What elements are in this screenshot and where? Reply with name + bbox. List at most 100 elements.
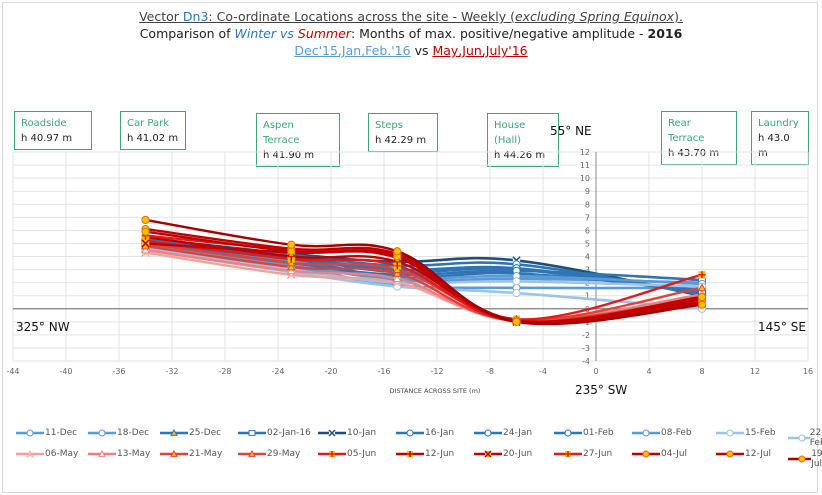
location-height: h 41.90 m	[263, 150, 315, 161]
legend-item-11-dec[interactable]: 11-Dec	[15, 428, 77, 438]
series-line-19-jul[interactable]	[144, 218, 704, 326]
y-tick-label: 1	[585, 292, 590, 301]
y-tick-label: 5	[585, 239, 590, 248]
legend-item-06-may[interactable]: 06-May	[15, 449, 78, 459]
y-tick-label: 4	[585, 253, 590, 262]
marker-circle	[26, 429, 34, 437]
marker-square	[248, 430, 256, 436]
legend-item-04-jul[interactable]: 04-Jul	[631, 449, 687, 459]
marker-circle	[406, 429, 414, 437]
marker-circle	[393, 247, 402, 256]
legend-label: 06-May	[45, 449, 79, 459]
title-italic: excluding Spring Equinox	[514, 9, 675, 24]
location-car-park: Car Park h 41.02 m	[120, 111, 186, 150]
legend-item-20-jun[interactable]: 20-Jun	[473, 449, 532, 459]
series-line-12-jul[interactable]	[144, 230, 704, 323]
x-tick-label: -20	[324, 367, 337, 376]
legend-swatch	[238, 430, 266, 436]
legend-swatch	[160, 428, 188, 436]
legend-item-13-may[interactable]: 13-May	[87, 449, 150, 459]
subtitle-vs: vs	[276, 26, 298, 41]
legend-label: 24-Jan	[503, 428, 533, 438]
location-height: h 40.97 m	[21, 133, 73, 144]
location-name: Steps	[375, 120, 403, 131]
legend-swatch	[318, 429, 346, 437]
title-line-2: Comparison of Winter vs Summer: Months o…	[0, 25, 822, 42]
marker-triangle	[286, 262, 296, 271]
legend-item-19-jul[interactable]: 19-Jul	[787, 449, 822, 469]
legend-item-02-jan-16[interactable]: 02-Jan-16	[237, 428, 311, 438]
legend-item-10-jan[interactable]: 10-Jan	[317, 428, 376, 438]
legend-label: 05-Jun	[347, 449, 377, 459]
legend-item-18-dec[interactable]: 18-Dec	[87, 428, 149, 438]
x-tick-label: -4	[539, 367, 547, 376]
chart-title: Vector Dn3: Co-ordinate Locations across…	[0, 8, 822, 59]
legend-item-21-may[interactable]: 21-May	[159, 449, 222, 459]
legend-swatch	[88, 449, 116, 457]
legend-row-winter: 11-Dec 18-Dec 25-Dec 02-Jan-16 10-Jan 16-Jan 2…	[15, 428, 822, 449]
vector-code: Dn3	[182, 9, 209, 24]
legend-label: 12-Jul	[745, 449, 772, 459]
legend-label: 02-Jan-16	[267, 428, 311, 438]
legend-label: 19-Jul	[811, 449, 822, 469]
marker-triangle	[98, 449, 106, 457]
y-tick-label: 3	[585, 266, 590, 275]
legend-label: 15-Feb	[745, 428, 776, 438]
y-tick-label: 8	[585, 200, 590, 209]
marker-triangle	[392, 274, 402, 283]
legend-item-15-feb[interactable]: 15-Feb	[715, 428, 776, 438]
legend-swatch	[396, 451, 424, 457]
legend-item-27-jun[interactable]: 27-Jun	[553, 449, 612, 459]
y-tick-label: 12	[580, 148, 590, 157]
y-tick-label: -3	[582, 344, 590, 353]
marker-circle	[642, 429, 650, 437]
legend-swatch	[474, 450, 502, 458]
marker-triangle	[170, 449, 178, 457]
legend-swatch	[632, 429, 660, 437]
location-house-hall: House (Hall) h 44.26 m	[487, 113, 559, 167]
legend-item-01-feb[interactable]: 01-Feb	[553, 428, 614, 438]
subtitle-prefix: Comparison of	[139, 26, 235, 41]
x-tick-label: -24	[271, 367, 284, 376]
marker-circle	[642, 450, 650, 458]
marker-x	[328, 429, 336, 437]
location-height: h 42.29 m	[375, 135, 427, 146]
legend-label: 27-Jun	[583, 449, 613, 459]
legend-item-22-feb[interactable]: 22-Feb	[787, 428, 822, 448]
legend-item-05-jun[interactable]: 05-Jun	[317, 449, 376, 459]
location-laundry: Laundry h 43.0 m	[751, 111, 809, 165]
x-tick-label: -16	[377, 367, 390, 376]
x-tick-label: 0	[593, 367, 598, 376]
x-tick-label: -12	[430, 367, 443, 376]
series-markers-19-jul	[141, 215, 707, 326]
legend-item-12-jul[interactable]: 12-Jul	[715, 449, 771, 459]
location-height: h 43.0 m	[758, 133, 790, 159]
legend-swatch	[474, 429, 502, 437]
legend-item-08-feb[interactable]: 08-Feb	[631, 428, 692, 438]
marker-circle	[726, 429, 734, 437]
legend-item-12-jun[interactable]: 12-Jun	[395, 449, 454, 459]
legend-swatch	[318, 451, 346, 457]
legend-item-29-may[interactable]: 29-May	[237, 449, 300, 459]
marker-circle	[564, 429, 572, 437]
legend-item-16-jan[interactable]: 16-Jan	[395, 428, 454, 438]
legend-label: 25-Dec	[189, 428, 222, 438]
marker-circle	[512, 317, 521, 326]
legend-label: 22-Feb	[809, 428, 822, 448]
winter-months-link[interactable]: Dec'15,Jan,Feb.'16	[294, 43, 411, 58]
y-tick-label: -2	[582, 331, 590, 340]
legend-item-24-jan[interactable]: 24-Jan	[473, 428, 532, 438]
legend-swatch	[160, 449, 188, 457]
marker-circle	[798, 455, 806, 463]
marker-circle	[141, 215, 150, 225]
location-rear-terrace: Rear Terrace h 43.70 m	[661, 111, 737, 165]
marker-plus	[565, 451, 571, 457]
summer-months-link[interactable]: May,Jun,July'16	[432, 43, 528, 58]
months-vs: vs	[410, 43, 433, 58]
subtitle-year: 2016	[647, 26, 683, 41]
location-name: Car Park	[127, 118, 170, 129]
x-tick-label: -44	[6, 367, 19, 376]
legend-swatch	[238, 449, 266, 457]
legend-item-25-dec[interactable]: 25-Dec	[159, 428, 221, 438]
y-tick-label: 7	[585, 213, 590, 222]
